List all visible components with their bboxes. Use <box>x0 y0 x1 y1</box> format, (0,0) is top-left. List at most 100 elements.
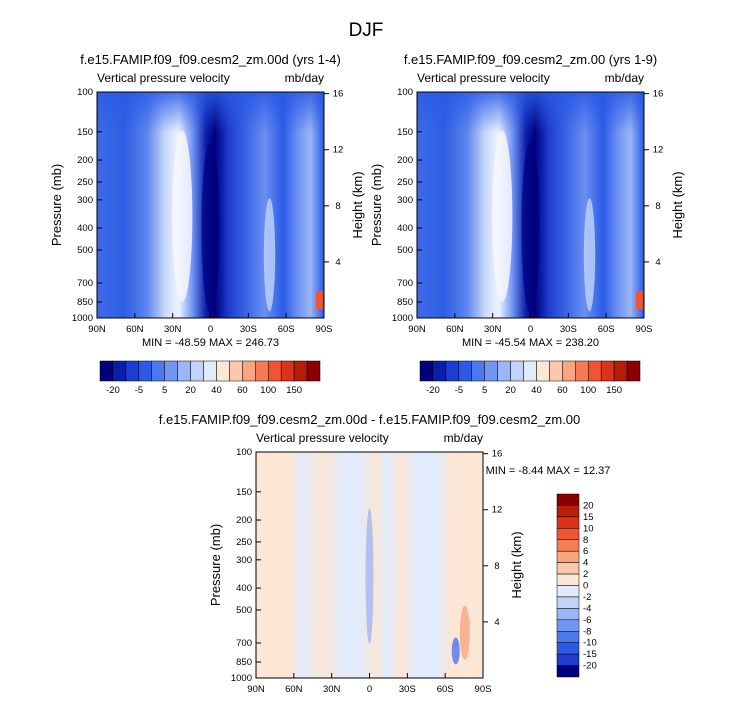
colorbar-label: 15 <box>583 512 594 523</box>
chart-panel-1: f.e15.FAMIP.f09_f09.cesm2_zm.00d (yrs 1-… <box>49 52 365 396</box>
min-max-stats: MIN = -8.44 MAX = 12.37 <box>486 465 611 477</box>
colorbar-swatch <box>280 360 295 382</box>
colorbar-swatch <box>556 585 580 598</box>
colorbar-swatch <box>203 360 217 382</box>
height-tick-label: 4 <box>335 257 340 268</box>
x-tick-label: 30N <box>164 324 182 335</box>
colorbar-label: -2 <box>583 592 591 603</box>
colorbar-swatch <box>556 562 580 575</box>
colorbar-swatch <box>556 550 580 563</box>
y-tick-label: 200 <box>397 155 413 166</box>
x-tick-label: 30N <box>323 684 341 695</box>
colorbar-swatch <box>556 631 580 643</box>
colorbar-label: 5 <box>482 385 487 396</box>
colorbar-swatch <box>556 505 580 518</box>
colorbar-swatch <box>556 619 580 632</box>
x-tick-label: 90S <box>316 324 333 335</box>
x-tick-label: 0 <box>528 324 533 335</box>
y-tick-label: 300 <box>236 555 252 566</box>
y-tick-label: 100 <box>397 87 413 98</box>
colorbar-swatch <box>556 539 580 552</box>
x-tick-label: 30S <box>399 684 416 695</box>
y-axis-label: Pressure (mb) <box>369 164 384 246</box>
colorbar-label: 10 <box>583 523 594 534</box>
colorbar-label: -10 <box>583 638 597 649</box>
colorbar-label: 8 <box>583 535 588 546</box>
colorbar-swatch <box>562 360 576 382</box>
colorbar-label: 4 <box>583 558 588 569</box>
heatmap-feature <box>583 198 596 312</box>
heatmap-feature <box>365 508 374 645</box>
height-tick-label: 16 <box>333 89 344 100</box>
height-tick-label: 4 <box>655 257 660 268</box>
colorbar-label: -6 <box>583 615 591 626</box>
colorbar: -20 -5 5 20 40 60 100 150 <box>419 360 641 396</box>
colorbar-label: 60 <box>237 385 248 396</box>
y-tick-label: 850 <box>236 657 252 668</box>
colorbar-label: 150 <box>606 385 622 396</box>
x-tick-label: 30S <box>560 324 577 335</box>
colorbar-swatch <box>164 360 178 382</box>
colorbar-swatch <box>306 360 321 382</box>
min-max-stats: MIN = -45.54 MAX = 238.20 <box>462 337 599 349</box>
y-tick-label: 200 <box>236 515 252 526</box>
colorbar-label: -4 <box>583 603 591 614</box>
height-tick-label: 12 <box>333 145 344 156</box>
colorbar-swatch <box>229 360 243 382</box>
colorbar-swatch <box>556 516 580 529</box>
colorbar-swatch <box>556 573 580 586</box>
chart-subtitle-right: mb/day <box>444 431 483 445</box>
height-tick-label: 8 <box>655 201 660 212</box>
height-tick-label: 8 <box>335 201 340 212</box>
colorbar-swatch <box>556 608 580 621</box>
colorbar: -20 -5 5 20 40 60 100 150 <box>99 360 321 396</box>
x-tick-label: 60S <box>598 324 615 335</box>
heatmap-feature <box>263 198 276 312</box>
colorbar-swatch <box>556 596 580 609</box>
chart-subtitle-left: Vertical pressure velocity <box>256 431 389 445</box>
heatmap-feature <box>201 141 220 314</box>
y-tick-label: 150 <box>397 127 413 138</box>
colorbar-label: -20 <box>106 385 120 396</box>
colorbar-label: 6 <box>583 546 588 557</box>
colorbar-swatch <box>458 360 473 382</box>
y-tick-label: 1000 <box>72 313 93 324</box>
y-axis-label: Pressure (mb) <box>208 524 223 606</box>
colorbar-label: 20 <box>505 385 516 396</box>
y-tick-label: 500 <box>77 245 93 256</box>
colorbar-swatch <box>556 642 580 655</box>
colorbar-label: 40 <box>211 385 222 396</box>
colorbar-swatch <box>556 528 580 540</box>
height-tick-label: 12 <box>653 145 664 156</box>
y-tick-label: 150 <box>77 127 93 138</box>
height-tick-label: 4 <box>494 617 499 628</box>
height-tick-label: 16 <box>653 89 664 100</box>
chart-title: f.e15.FAMIP.f09_f09.cesm2_zm.00d (yrs 1-… <box>80 52 341 67</box>
chart-title: f.e15.FAMIP.f09_f09.cesm2_zm.00d - f.e15… <box>159 412 581 427</box>
y-tick-label: 400 <box>236 583 252 594</box>
colorbar-swatch <box>556 665 580 678</box>
y-tick-label: 250 <box>397 177 413 188</box>
heatmap-feature <box>459 605 470 660</box>
x-tick-label: 90N <box>408 324 426 335</box>
y-axis-label-right: Height (km) <box>509 531 524 598</box>
colorbar-swatch <box>523 360 537 382</box>
y-tick-label: 850 <box>77 297 93 308</box>
y-axis-label-right: Height (km) <box>350 171 365 238</box>
y-axis-label-right: Height (km) <box>670 171 685 238</box>
page-title: DJF <box>349 20 384 41</box>
heatmap-feature <box>636 290 643 309</box>
colorbar-swatch <box>419 360 434 382</box>
y-tick-label: 500 <box>397 245 413 256</box>
x-tick-label: 60N <box>126 324 144 335</box>
colorbar-label: 5 <box>162 385 167 396</box>
x-tick-label: 0 <box>367 684 372 695</box>
x-tick-label: 90N <box>88 324 106 335</box>
colorbar-swatch <box>293 360 308 382</box>
y-tick-label: 1000 <box>392 313 413 324</box>
heatmap-feature <box>316 290 323 309</box>
colorbar-swatch <box>613 360 628 382</box>
chart-subtitle-left: Vertical pressure velocity <box>97 71 230 85</box>
